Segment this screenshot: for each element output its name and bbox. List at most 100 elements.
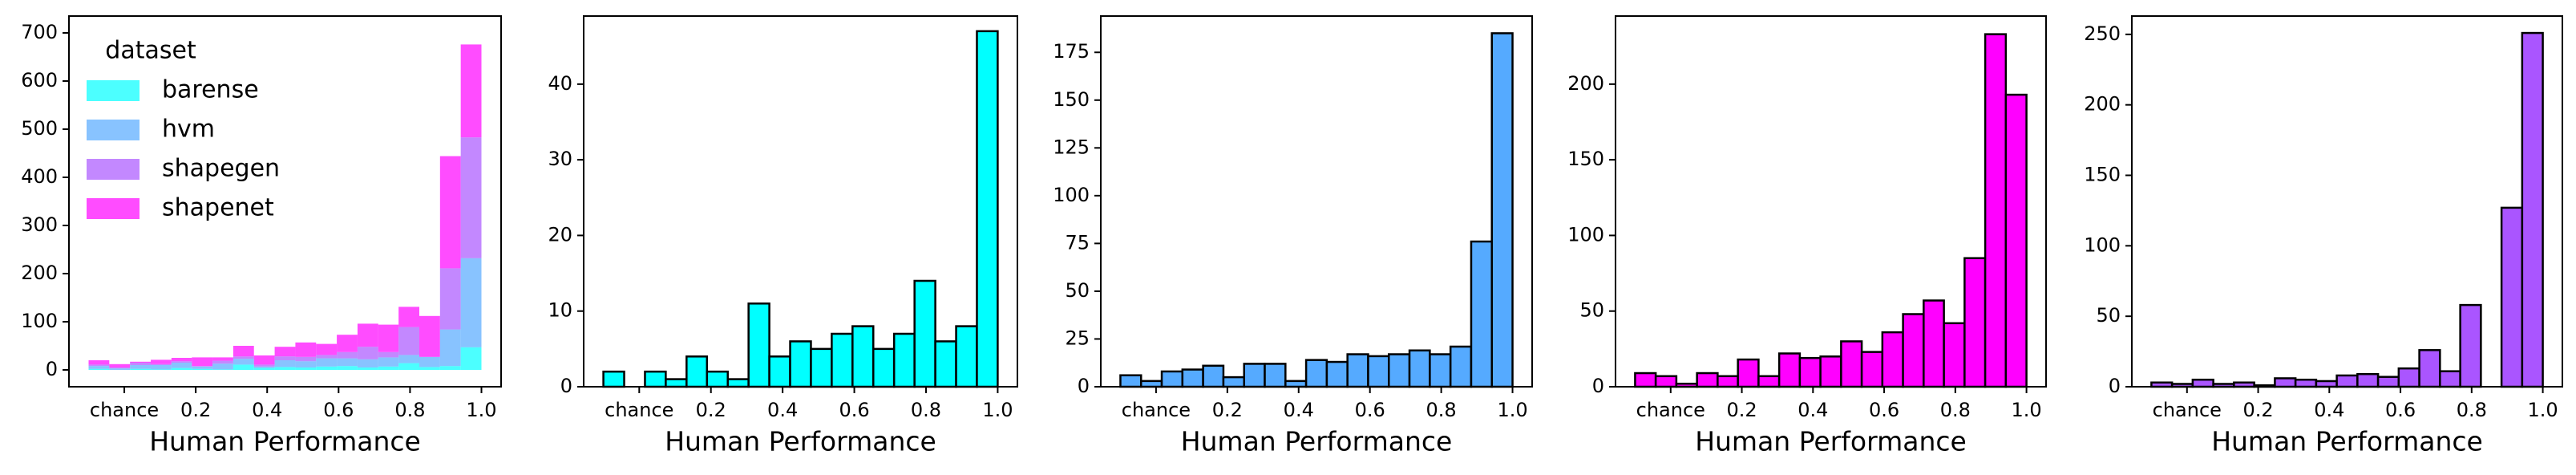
y-tick-label: 50: [1065, 279, 1090, 302]
axes-frame: [68, 15, 502, 388]
histogram-bar: [1490, 32, 1514, 388]
histogram-bar: [2439, 370, 2461, 388]
histogram-bar: [1902, 313, 1925, 388]
histogram-segment: [151, 365, 172, 370]
y-tick-label: 10: [548, 299, 572, 322]
histogram-segment: [357, 323, 378, 347]
y-tick-label: 500: [21, 117, 58, 140]
histogram-segment: [212, 360, 233, 364]
x-tick-label: 0.2: [1726, 399, 1757, 421]
histogram-segment: [130, 365, 152, 369]
histogram-bar: [1119, 374, 1142, 388]
histogram-bar: [831, 332, 854, 388]
x-tick-label: 0.8: [394, 399, 425, 421]
histogram-segment: [171, 367, 192, 370]
histogram-bar: [747, 302, 770, 388]
histogram-segment: [419, 356, 440, 367]
histogram-segment: [460, 347, 482, 370]
axes-frame: [1615, 15, 2047, 388]
histogram-segment: [337, 335, 358, 352]
histogram-segment: [439, 366, 461, 370]
histogram-segment: [419, 367, 440, 370]
histogram-segment: [398, 363, 419, 370]
histogram-segment: [316, 355, 338, 359]
legend-swatch: [87, 159, 140, 180]
histogram-bar: [1429, 353, 1452, 388]
y-tick-label: 50: [1579, 299, 1604, 322]
histogram-segment: [378, 357, 399, 367]
histogram-segment: [295, 361, 317, 367]
histogram-segment: [357, 359, 378, 367]
histogram-bar: [2521, 31, 2544, 388]
histogram-bar: [2397, 367, 2420, 388]
histogram-bar: [789, 340, 812, 388]
x-tick-label: 0.4: [252, 399, 282, 421]
histogram-bar: [1963, 257, 1987, 388]
histogram-segment: [192, 368, 213, 370]
histogram-bar: [892, 332, 916, 388]
histogram-bar: [1202, 364, 1225, 388]
histogram-segment: [316, 366, 338, 370]
histogram-bar: [955, 325, 978, 388]
histogram-bar: [810, 347, 833, 388]
histogram-segment: [439, 156, 461, 269]
axes-frame: [2131, 15, 2563, 388]
histogram-bar: [1881, 331, 1904, 388]
histogram-bar: [1654, 375, 1678, 388]
histogram-segment: [316, 343, 338, 355]
x-tick-label: 1.0: [2012, 399, 2042, 421]
histogram-bar: [2004, 93, 2028, 388]
histogram-bar: [1470, 240, 1494, 388]
histogram-segment: [439, 329, 461, 367]
histogram-bar: [2376, 376, 2400, 388]
histogram-segment: [460, 258, 482, 347]
x-tick-label: 1.0: [982, 399, 1013, 421]
histogram-bar: [1304, 359, 1328, 388]
y-tick-label: 200: [21, 262, 58, 284]
histogram-segment: [171, 358, 192, 362]
histogram-bar: [1860, 351, 1884, 388]
histogram-segment: [151, 369, 172, 370]
histogram-segment: [171, 361, 192, 363]
x-tick-label: 0.8: [1426, 399, 1457, 421]
y-tick-label: 700: [21, 21, 58, 43]
histogram-bar: [1777, 352, 1802, 388]
legend-label: hvm: [162, 116, 215, 144]
y-tick-label: 0: [560, 375, 572, 397]
x-axis-label: Human Performance: [149, 426, 421, 457]
histogram-segment: [171, 363, 192, 368]
legend-swatch: [87, 80, 140, 101]
histogram-bar: [1840, 340, 1863, 388]
histogram-segment: [253, 366, 275, 368]
histogram-bar: [1181, 368, 1204, 388]
y-tick-label: 200: [2084, 93, 2121, 116]
histogram-segment: [253, 355, 275, 365]
y-tick-label: 75: [1065, 231, 1090, 254]
legend-title: dataset: [105, 37, 196, 65]
histogram-bar: [1139, 380, 1163, 388]
panel: 0 50 100 150 200 250 chance 0.2 0.4 0.6 0.8 1.0 Huma…: [2084, 15, 2563, 457]
x-tick-label: 0.6: [323, 399, 354, 421]
histogram-bar: [1717, 375, 1739, 388]
histogram-segment: [88, 366, 110, 369]
histogram-bar: [872, 347, 896, 388]
histogram-segment: [274, 347, 296, 357]
x-tick-label: 0.4: [2314, 399, 2344, 421]
histogram-segment: [109, 363, 131, 367]
x-tick-label: chance: [1122, 399, 1191, 421]
histogram-segment: [460, 44, 482, 138]
histogram-segment: [151, 363, 172, 365]
histogram-segment: [88, 368, 110, 370]
histogram-bar: [913, 279, 936, 388]
panel: 0 100 200 300 400 500 600 700 chance 0.2 0.4 0.6 0.8…: [21, 15, 502, 457]
panel: 0 50 100 150 200 chance 0.2 0.4 0.6 0.8 1.0 Human P…: [1567, 15, 2047, 457]
histogram-bar: [934, 340, 957, 388]
x-tick-label: 0.8: [2457, 399, 2487, 421]
histogram-segment: [398, 327, 419, 355]
histogram-bar: [602, 370, 625, 388]
y-tick-label: 0: [1592, 375, 1604, 397]
histogram-bar: [1449, 345, 1473, 388]
histogram-segment: [439, 268, 461, 330]
legend-swatch: [87, 198, 140, 219]
